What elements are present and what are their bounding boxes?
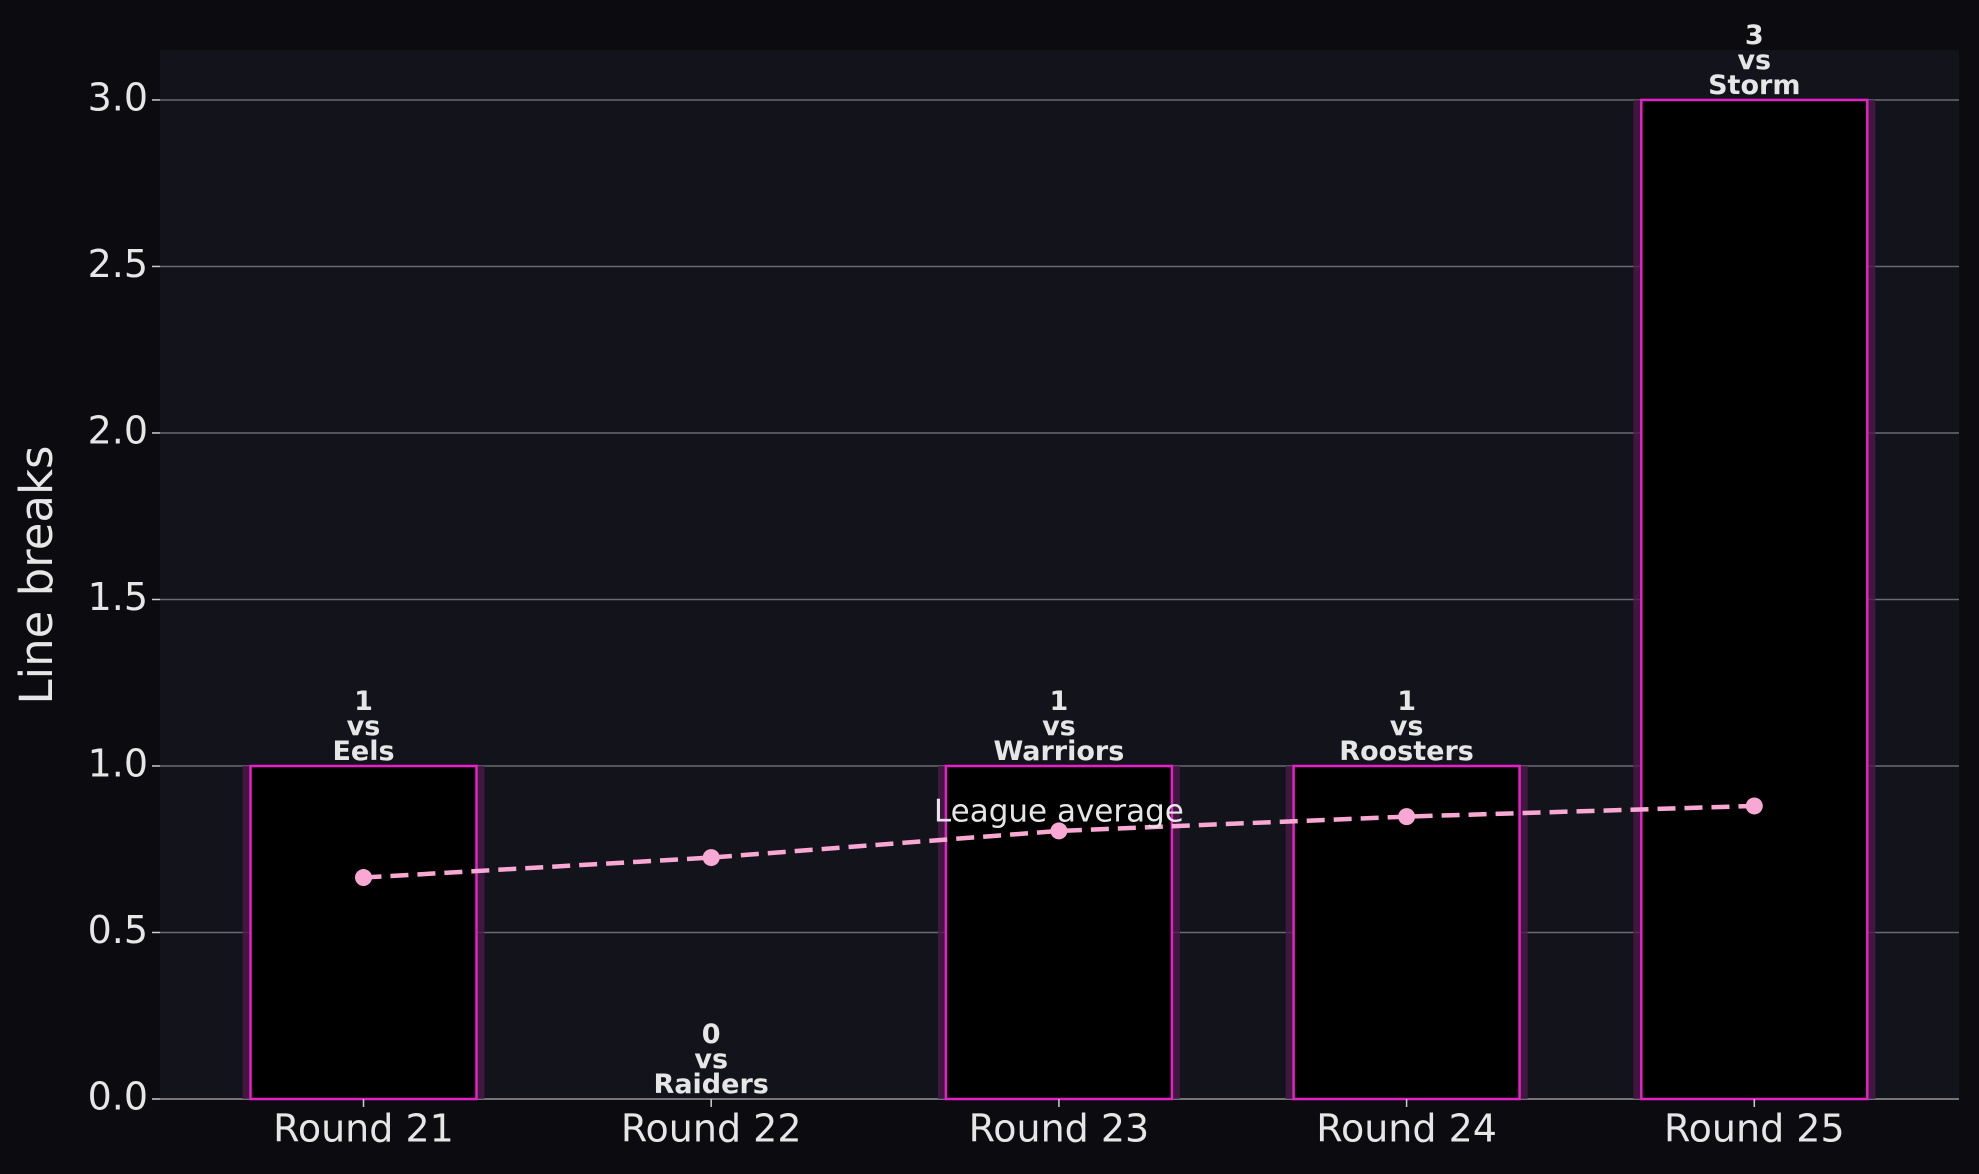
value-label: 1 vs Warriors (993, 685, 1124, 766)
y-tick-label: 1.5 (88, 575, 148, 619)
y-tick-label: 2.5 (88, 242, 148, 286)
bar (944, 764, 1174, 1101)
value-label: 0 vs Raiders (654, 1019, 769, 1100)
value-label: 1 vs Eels (332, 685, 394, 766)
average-point (355, 869, 372, 887)
x-tick-label: Round 21 (273, 1107, 454, 1151)
y-axis-title: Line breaks (10, 446, 63, 705)
value-label: 1 vs Roosters (1339, 685, 1474, 766)
y-tick-label: 0.5 (88, 908, 148, 952)
x-tick-label: Round 24 (1316, 1107, 1497, 1151)
bar (1640, 98, 1869, 1101)
average-label: League average (934, 793, 1184, 829)
average-point (1745, 797, 1763, 815)
average-line (363, 803, 1755, 880)
x-tick-label: Round 23 (969, 1107, 1150, 1151)
y-tick-label: 0.0 (88, 1075, 148, 1119)
average-point (1398, 808, 1416, 826)
x-tick-label: Round 25 (1664, 1107, 1845, 1151)
y-tick-label: 2.0 (88, 408, 148, 452)
y-tick-label: 3.0 (88, 75, 148, 119)
value-label: 3 vs Storm (1708, 19, 1800, 100)
average-point (702, 849, 720, 867)
y-tick-label: 1.0 (88, 741, 148, 785)
x-tick-label: Round 22 (621, 1107, 802, 1151)
average-point (1050, 822, 1068, 840)
bar (249, 764, 478, 1101)
